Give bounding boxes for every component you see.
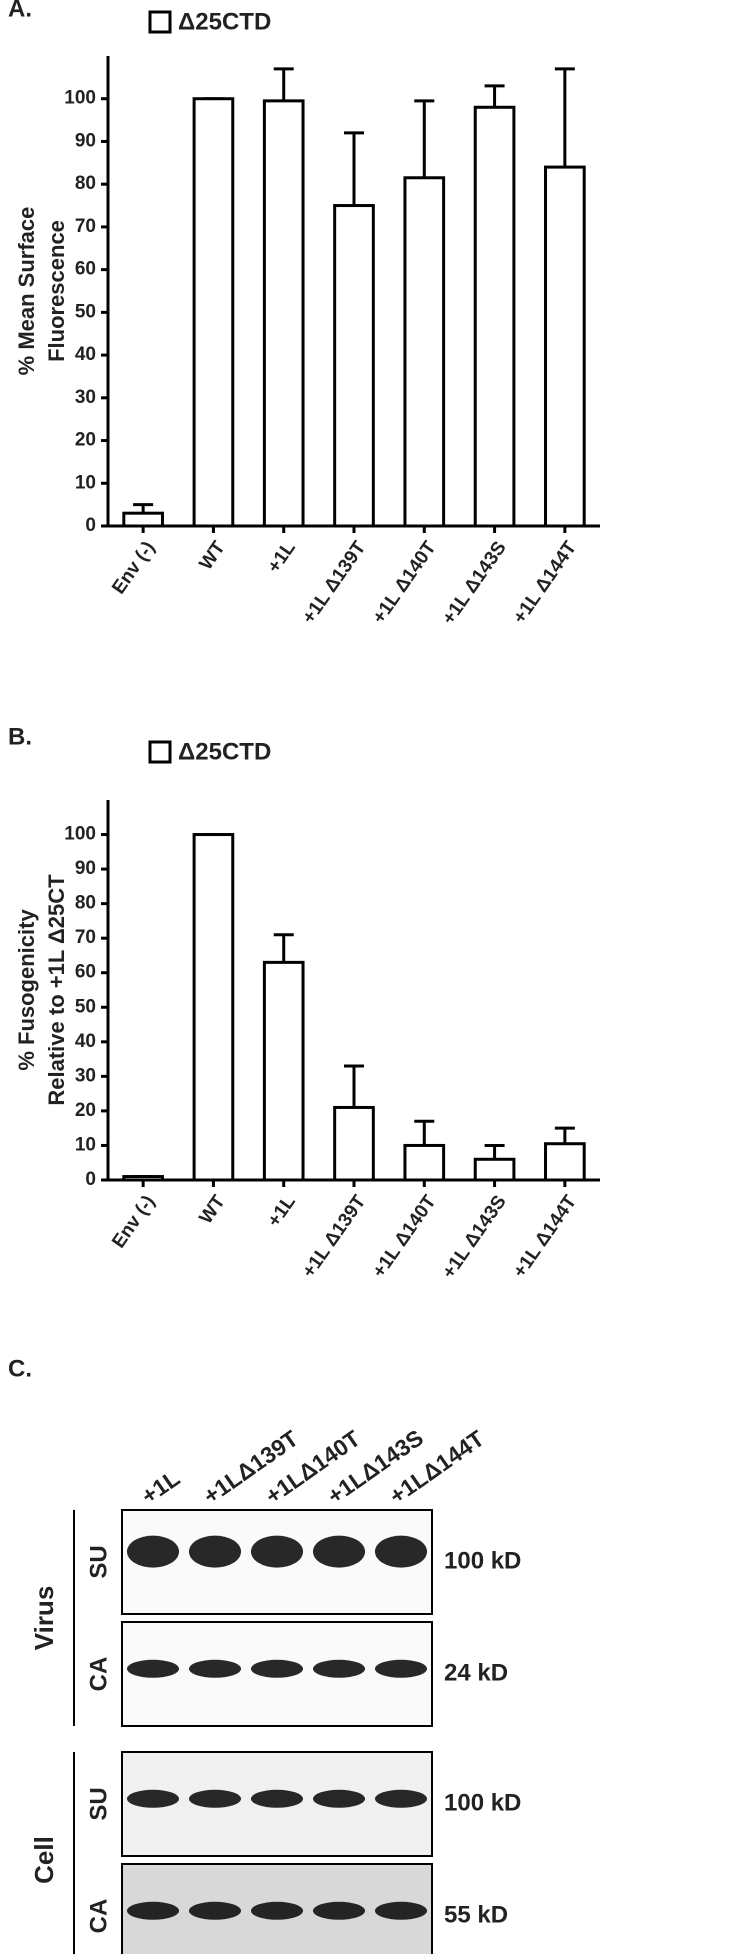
- x-tick-label: +1L Δ144T: [509, 537, 581, 627]
- y-tick-label: 90: [75, 130, 96, 151]
- band: [312, 1901, 366, 1920]
- row-label: CA: [85, 1899, 112, 1934]
- x-tick-label: +1L Δ139T: [298, 537, 370, 627]
- band: [312, 1789, 366, 1808]
- row-label: SU: [85, 1545, 112, 1578]
- panel-label: A.: [8, 0, 32, 22]
- band: [250, 1535, 304, 1568]
- band: [126, 1789, 180, 1808]
- x-tick-label: +1L Δ143S: [438, 1192, 510, 1283]
- y-tick-label: 60: [75, 259, 96, 280]
- panel-label: B.: [8, 723, 32, 750]
- band: [374, 1901, 428, 1920]
- band: [250, 1659, 304, 1678]
- y-tick-label: 0: [85, 515, 96, 536]
- bar: [262, 960, 305, 1182]
- x-tick-label: +1L Δ143S: [438, 538, 510, 629]
- x-tick-label: WT: [195, 537, 229, 574]
- y-axis-label: Relative to +1L Δ25CT: [44, 874, 69, 1106]
- y-tick-label: 50: [75, 301, 96, 322]
- y-tick-label: 30: [75, 1065, 96, 1086]
- x-tick-label: +1L: [264, 537, 301, 577]
- bar: [473, 1157, 516, 1182]
- x-tick-label: WT: [195, 1191, 229, 1228]
- legend-label: Δ25CTD: [178, 8, 271, 35]
- y-tick-label: 100: [64, 824, 96, 845]
- x-tick-label: Env (-): [108, 538, 159, 598]
- y-tick-label: 20: [75, 430, 96, 451]
- band: [374, 1535, 428, 1568]
- bar: [544, 165, 586, 528]
- bar: [333, 204, 375, 528]
- bar: [333, 1105, 375, 1182]
- x-tick-label: +1L Δ140T: [369, 1191, 441, 1281]
- y-tick-label: 80: [75, 893, 96, 914]
- size-label: 55 kD: [444, 1901, 508, 1928]
- band: [126, 1659, 180, 1678]
- group-label: Cell: [29, 1836, 59, 1884]
- bar: [122, 1175, 164, 1182]
- band: [188, 1789, 242, 1808]
- y-axis-label: % Mean Surface: [14, 207, 39, 376]
- lane-label: +1L: [136, 1465, 184, 1509]
- bar: [403, 1143, 446, 1182]
- size-label: 100 kD: [444, 1547, 521, 1574]
- y-tick-label: 70: [75, 216, 96, 237]
- bar: [192, 833, 235, 1182]
- x-tick-label: +1L Δ140T: [369, 537, 441, 627]
- band: [374, 1789, 428, 1808]
- y-tick-label: 10: [75, 1134, 96, 1155]
- bar: [262, 99, 305, 528]
- x-tick-label: +1L Δ139T: [298, 1191, 370, 1281]
- band: [126, 1535, 180, 1568]
- y-tick-label: 30: [75, 387, 96, 408]
- y-tick-label: 70: [75, 927, 96, 948]
- y-tick-label: 20: [75, 1100, 96, 1121]
- band: [188, 1901, 242, 1920]
- y-tick-label: 0: [85, 1169, 96, 1190]
- bar: [544, 1142, 586, 1182]
- legend-label: Δ25CTD: [178, 738, 271, 765]
- y-tick-label: 40: [75, 1031, 96, 1052]
- band: [312, 1535, 366, 1568]
- row-label: CA: [85, 1657, 112, 1692]
- band: [250, 1789, 304, 1808]
- y-tick-label: 90: [75, 858, 96, 879]
- legend-swatch: [148, 740, 172, 764]
- band: [188, 1659, 242, 1678]
- y-tick-label: 80: [75, 173, 96, 194]
- y-axis-label: Fluorescence: [44, 220, 69, 362]
- bar: [473, 105, 516, 528]
- group-label: Virus: [29, 1586, 59, 1651]
- y-tick-label: 100: [64, 88, 96, 109]
- band: [188, 1535, 242, 1568]
- panel-label: C.: [8, 1355, 32, 1382]
- size-label: 24 kD: [444, 1659, 508, 1686]
- y-tick-label: 60: [75, 962, 96, 983]
- band: [312, 1659, 366, 1678]
- x-tick-label: +1L: [264, 1191, 301, 1231]
- band: [126, 1901, 180, 1920]
- x-tick-label: Env (-): [108, 1192, 159, 1252]
- y-tick-label: 40: [75, 344, 96, 365]
- y-tick-label: 10: [75, 472, 96, 493]
- y-axis-label: % Fusogenicity: [14, 909, 39, 1071]
- band: [250, 1901, 304, 1920]
- x-tick-label: +1L Δ144T: [509, 1191, 581, 1281]
- bar: [192, 97, 235, 528]
- band: [374, 1659, 428, 1678]
- bar: [403, 176, 446, 528]
- bar: [122, 511, 164, 528]
- y-tick-label: 50: [75, 996, 96, 1017]
- size-label: 100 kD: [444, 1789, 521, 1816]
- legend-swatch: [148, 10, 172, 34]
- row-label: SU: [85, 1787, 112, 1820]
